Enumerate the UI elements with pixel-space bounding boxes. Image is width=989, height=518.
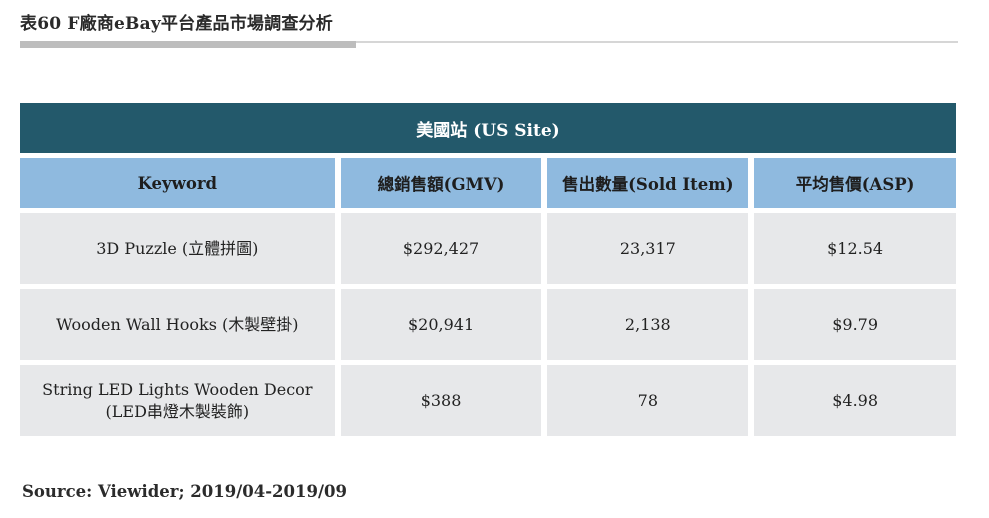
column-header-gmv: 總銷售額(GMV)	[340, 158, 542, 208]
asp-cell: $9.79	[754, 289, 956, 360]
page-title: 表60 F廠商eBay平台產品市場調查分析	[20, 14, 333, 34]
gmv-cell: $388	[340, 365, 542, 436]
keyword-cell: String LED Lights Wooden Decor (LED串燈木製裝…	[20, 365, 335, 436]
asp-cell: $12.54	[754, 213, 956, 284]
keyword-cell: Wooden Wall Hooks (木製壁掛)	[20, 289, 335, 360]
column-header-row: Keyword 總銷售額(GMV) 售出數量(Sold Item) 平均售價(A…	[20, 158, 956, 208]
keyword-text-chinese: (LED串燈木製裝飾)	[105, 401, 250, 421]
column-header-asp: 平均售價(ASP)	[754, 158, 956, 208]
gmv-cell: $292,427	[340, 213, 542, 284]
keyword-text: String LED Lights Wooden Decor	[42, 379, 313, 399]
asp-cell: $4.98	[754, 365, 956, 436]
title-accent-bar	[20, 41, 356, 48]
keyword-text: 3D Puzzle (立體拼圖)	[96, 238, 259, 258]
title-divider	[20, 41, 958, 43]
column-header-sold-item: 售出數量(Sold Item)	[547, 158, 749, 208]
table-row: 3D Puzzle (立體拼圖) $292,427 23,317 $12.54	[20, 213, 956, 284]
site-header: 美國站 (US Site)	[20, 103, 956, 153]
table-row: String LED Lights Wooden Decor (LED串燈木製裝…	[20, 365, 956, 436]
column-header-keyword: Keyword	[20, 158, 335, 208]
source-note: Source: Viewider; 2019/04-2019/09	[22, 482, 347, 501]
gmv-cell: $20,941	[340, 289, 542, 360]
table-row: Wooden Wall Hooks (木製壁掛) $20,941 2,138 $…	[20, 289, 956, 360]
sold-cell: 78	[547, 365, 749, 436]
keyword-text: Wooden Wall Hooks (木製壁掛)	[56, 314, 299, 334]
sold-cell: 23,317	[547, 213, 749, 284]
sold-cell: 2,138	[547, 289, 749, 360]
market-analysis-table: 美國站 (US Site) Keyword 總銷售額(GMV) 售出數量(Sol…	[20, 103, 956, 436]
keyword-cell: 3D Puzzle (立體拼圖)	[20, 213, 335, 284]
